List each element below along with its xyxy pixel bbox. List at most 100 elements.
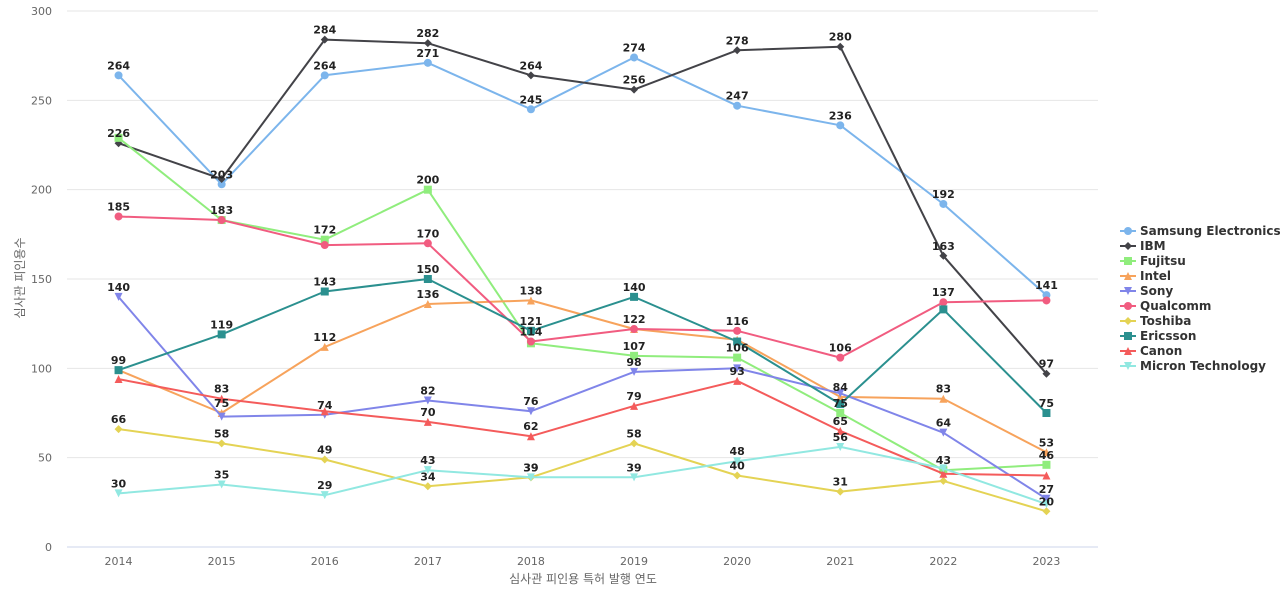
legend-label: Samsung Electronics [1140, 224, 1280, 238]
x-tick-label: 2021 [826, 555, 854, 568]
legend-item-micron-technology[interactable]: Micron Technology [1120, 359, 1266, 373]
legend-item-ericsson[interactable]: Ericsson [1120, 329, 1196, 343]
data-point [320, 455, 329, 464]
data-label: 34 [420, 470, 436, 483]
data-label: 64 [936, 417, 952, 430]
data-label: 46 [1039, 449, 1055, 462]
data-point [630, 439, 639, 448]
series-qualcomm [114, 212, 1051, 362]
data-point [1042, 471, 1051, 480]
data-point [836, 442, 845, 451]
series-samsung-electronics [114, 53, 1051, 300]
data-point [1042, 494, 1051, 503]
data-label: 203 [210, 168, 233, 181]
y-tick-label: 300 [31, 5, 52, 18]
data-point [526, 407, 535, 416]
series-toshiba [114, 425, 1051, 516]
data-point [423, 482, 432, 491]
data-label: 107 [623, 340, 646, 353]
legend-item-sony[interactable]: Sony [1120, 284, 1173, 298]
data-point [526, 296, 535, 305]
data-point [630, 351, 639, 360]
data-point [423, 275, 432, 283]
data-label: 65 [833, 415, 848, 428]
data-label: 136 [416, 288, 439, 301]
data-label: 278 [726, 34, 749, 47]
data-label: 82 [420, 384, 435, 397]
data-point [217, 216, 226, 225]
data-point [630, 473, 639, 482]
data-point [939, 305, 948, 314]
data-label: 79 [626, 390, 641, 403]
data-point [733, 353, 742, 362]
data-label: 40 [729, 460, 745, 473]
data-point [526, 71, 535, 80]
legend-item-canon[interactable]: Canon [1120, 344, 1182, 358]
legend-label: Ericsson [1140, 329, 1196, 343]
data-label: 43 [936, 454, 951, 467]
data-label: 114 [519, 326, 542, 339]
series-canon [114, 375, 1051, 480]
data-point [423, 58, 432, 67]
data-label: 29 [317, 479, 332, 492]
data-label: 183 [210, 204, 233, 217]
legend-item-ibm[interactable]: IBM [1120, 239, 1166, 253]
x-tick-label: 2019 [620, 555, 648, 568]
data-label: 39 [626, 461, 641, 474]
data-label: 84 [833, 381, 849, 394]
data-label: 138 [519, 284, 542, 297]
series-line [118, 428, 1047, 513]
data-point [836, 121, 845, 130]
data-point [320, 287, 329, 296]
data-point [836, 389, 845, 398]
data-point [526, 105, 535, 114]
data-point [939, 298, 948, 307]
data-label: 49 [317, 443, 332, 456]
data-point [630, 85, 639, 94]
series-line [118, 215, 1047, 359]
data-point [630, 401, 639, 410]
data-label: 62 [523, 420, 538, 433]
data-point [1042, 369, 1051, 378]
data-point [217, 412, 226, 421]
x-tick-label: 2017 [414, 555, 442, 568]
legend-label: Micron Technology [1140, 359, 1266, 373]
legend-label: Intel [1140, 269, 1171, 283]
legend-item-intel[interactable]: Intel [1120, 269, 1171, 283]
data-label: 247 [726, 90, 749, 103]
series-line [118, 445, 1047, 506]
data-point [1042, 460, 1051, 469]
legend-label: Canon [1140, 344, 1182, 358]
data-label: 83 [214, 383, 229, 396]
data-point [114, 292, 123, 301]
legend-symbol [1124, 317, 1132, 325]
data-label: 264 [519, 59, 542, 72]
legend-label: Sony [1140, 284, 1173, 298]
data-label: 70 [420, 406, 436, 419]
data-point [217, 174, 226, 183]
data-point [320, 342, 329, 351]
data-point [114, 212, 123, 221]
legend-item-samsung-electronics[interactable]: Samsung Electronics [1120, 224, 1280, 238]
data-point [630, 367, 639, 376]
legend-label: Fujitsu [1140, 254, 1186, 268]
data-point [217, 180, 226, 189]
data-point [836, 353, 845, 362]
data-label: 75 [214, 397, 229, 410]
data-point [836, 409, 845, 417]
legend-item-toshiba[interactable]: Toshiba [1120, 314, 1191, 328]
x-tick-label: 2023 [1032, 555, 1060, 568]
legend-symbol [1124, 242, 1132, 250]
data-point [733, 337, 742, 346]
data-label: 141 [1035, 279, 1058, 292]
data-point [526, 337, 535, 346]
data-point [939, 394, 948, 403]
data-point [733, 471, 742, 480]
series-lines [114, 35, 1051, 516]
data-point [217, 480, 226, 489]
data-label: 48 [729, 445, 744, 458]
legend-item-qualcomm[interactable]: Qualcomm [1120, 299, 1211, 313]
data-label: 66 [111, 413, 127, 426]
legend-item-fujitsu[interactable]: Fujitsu [1120, 254, 1186, 268]
data-point [733, 364, 742, 373]
